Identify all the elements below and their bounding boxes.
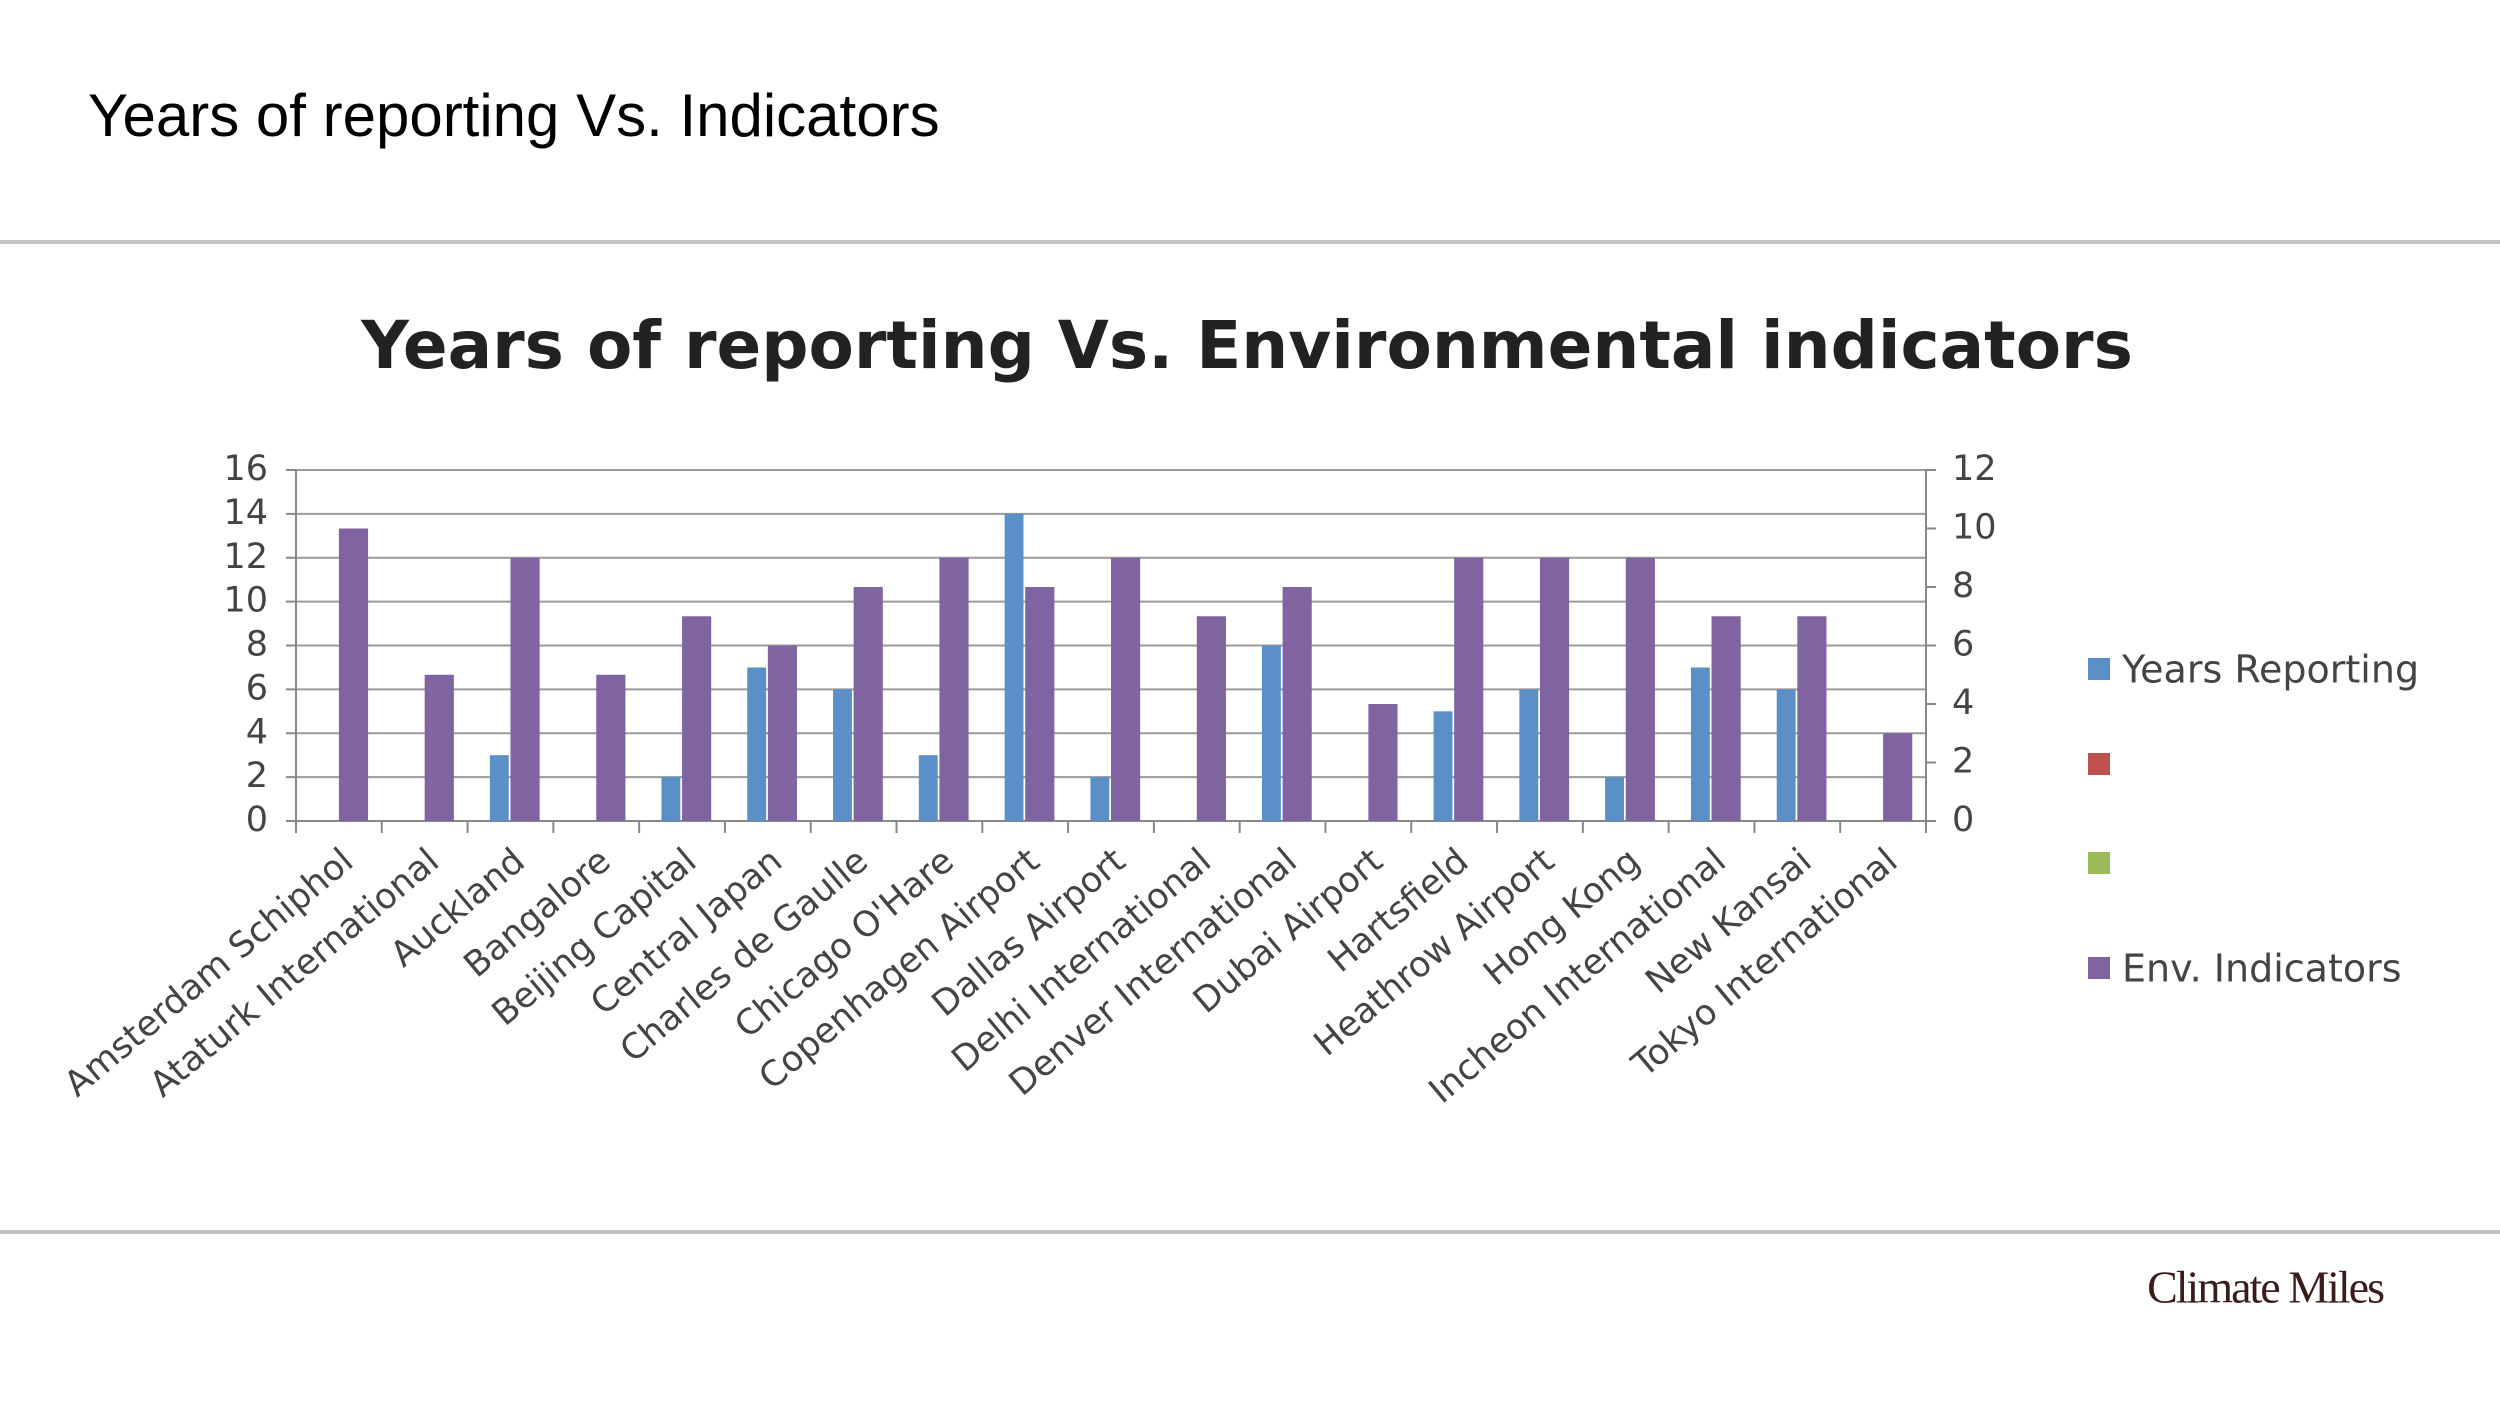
bar [661,777,681,821]
bar [1797,616,1827,821]
y2-tick-label: 10 [1952,508,1997,548]
y2-tick-label: 6 [1952,625,1974,665]
bar [682,616,712,821]
brand-logo: Climate Miles [2147,1262,2384,1313]
legend-swatch [2088,753,2110,775]
y-tick-label: 12 [223,537,268,577]
bar [1605,777,1625,821]
y2-tick-label: 4 [1952,683,1974,723]
bar [1261,645,1281,821]
slide-title: Years of reporting Vs. Indicators [88,82,940,149]
y-tick-label: 10 [223,581,268,621]
legend-label: Env. Indicators [2122,947,2402,991]
y2-tick-label: 2 [1952,742,1974,782]
y-tick-label: 2 [246,756,268,796]
bar [596,674,626,821]
y2-tick-label: 0 [1952,800,1974,840]
bar [1433,711,1453,821]
bar [747,667,767,821]
y-tick-label: 6 [246,668,268,708]
bar [1025,587,1055,821]
bar [1454,557,1484,821]
bar [1090,777,1110,821]
bar [510,557,540,821]
legend-label: Years Reporting [2121,648,2419,692]
bar [1625,557,1655,821]
bar [1282,587,1312,821]
y2-tick-label: 12 [1952,449,1997,489]
bar [767,645,798,821]
bar [1690,667,1710,821]
legend-swatch [2088,852,2110,874]
bar [1004,513,1024,821]
y-tick-label: 16 [223,449,268,489]
bar [853,587,883,821]
chart-title: Years of reporting Vs. Environmental ind… [360,307,2133,384]
y-tick-label: 4 [246,712,268,752]
bar [918,755,938,821]
bar [939,557,969,821]
legend-swatch [2088,957,2110,979]
bar [1883,733,1913,821]
y2-tick-label: 8 [1952,566,1974,606]
bar [424,674,454,821]
bar [1111,557,1141,821]
bar [1196,616,1226,821]
bar [1711,616,1741,821]
bar [1368,704,1398,821]
y-tick-label: 0 [246,800,268,840]
bar [338,528,369,821]
bar [489,755,509,821]
bar [1519,689,1539,821]
legend-swatch [2088,658,2110,680]
bar [833,689,852,821]
y-tick-label: 8 [246,625,268,665]
y-tick-label: 14 [223,493,268,533]
bar [1539,557,1570,821]
bar [1776,689,1796,821]
